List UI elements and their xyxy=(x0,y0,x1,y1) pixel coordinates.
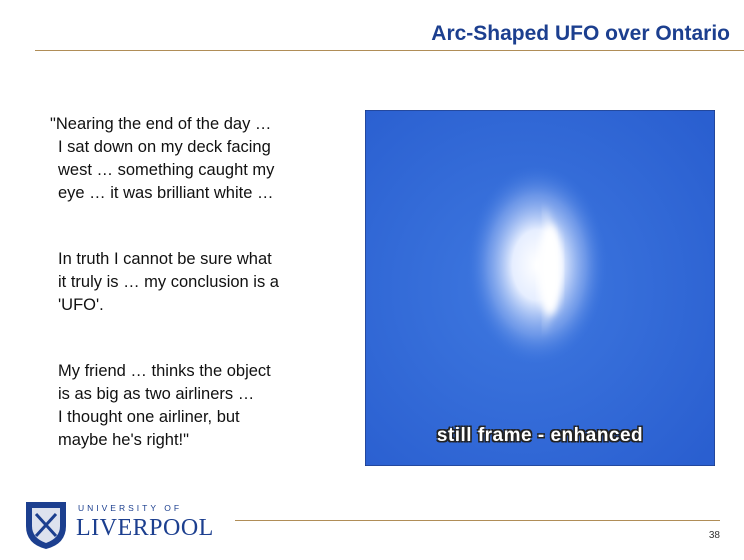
quote-line: is as big as two airliners … xyxy=(58,385,254,404)
slide-title: Arc-Shaped UFO over Ontario xyxy=(431,22,730,46)
quote-line: west … something caught my xyxy=(58,161,274,180)
quote-line: In truth I cannot be sure what xyxy=(58,250,272,269)
quote-line: "Nearing the end of the day … xyxy=(50,115,271,134)
page-number: 38 xyxy=(709,530,720,541)
quote-line: maybe he's right!" xyxy=(58,431,189,450)
logo-line1: UNIVERSITY OF xyxy=(78,503,182,513)
crest xyxy=(24,500,68,550)
quote-line: My friend … thinks the object xyxy=(58,362,271,381)
footer-rule xyxy=(235,520,720,521)
quote-line: 'UFO'. xyxy=(58,296,104,315)
ufo-image xyxy=(365,110,715,466)
quote-line: eye … it was brilliant white … xyxy=(58,184,274,203)
quote-line: I thought one airliner, but xyxy=(58,408,240,427)
slide: Arc-Shaped UFO over Ontario "Nearing the… xyxy=(0,0,744,560)
quote-line: it truly is … my conclusion is a xyxy=(58,273,279,292)
image-caption: still frame - enhanced xyxy=(365,425,715,447)
logo-line2: LIVERPOOL xyxy=(76,515,214,542)
title-rule xyxy=(35,50,744,51)
quote-line: I sat down on my deck facing xyxy=(58,138,271,157)
